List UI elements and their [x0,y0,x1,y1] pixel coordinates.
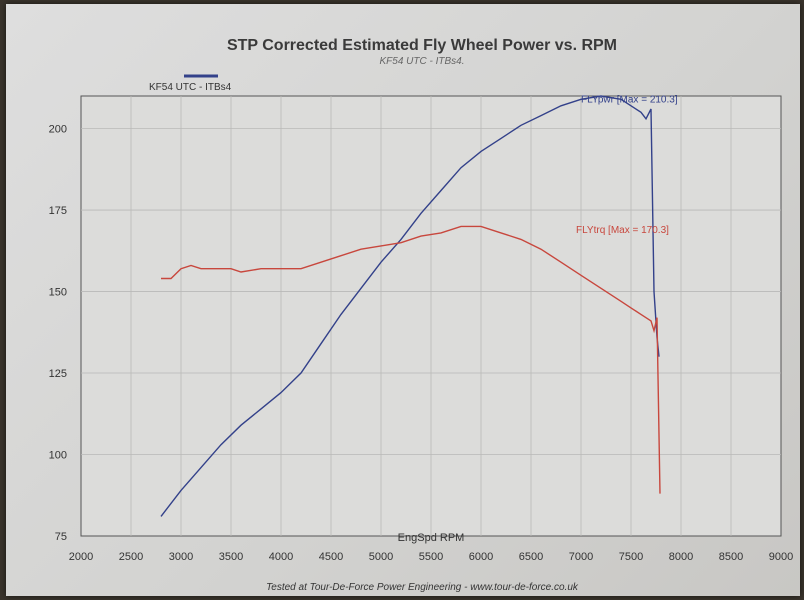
footer-text: Tested at Tour-De-Force Power Engineerin… [266,582,579,593]
chart-title: STP Corrected Estimated Fly Wheel Power … [227,37,617,54]
x-tick-label: 3000 [169,551,193,563]
x-tick-label: 7000 [569,551,593,563]
y-tick-label: 175 [49,205,67,217]
x-tick-label: 2500 [119,551,143,563]
x-tick-label: 4500 [319,551,343,563]
x-tick-label: 8000 [669,551,693,563]
x-tick-label: 7500 [619,551,643,563]
y-tick-label: 125 [49,368,67,380]
annotation-flypwr: FLYpwr [Max = 210.3] [581,95,678,106]
y-tick-label: 200 [49,124,67,136]
y-tick-label: 75 [55,531,67,543]
x-tick-label: 6500 [519,551,543,563]
x-tick-label: 9000 [769,551,793,563]
x-tick-label: 8500 [719,551,743,563]
x-tick-label: 6000 [469,551,493,563]
x-tick-label: 3500 [219,551,243,563]
x-axis-label: EngSpd RPM [398,532,465,544]
x-tick-labels: 2000 2500 3000 3500 4000 4500 5000 5500 6000 6500… [69,551,793,563]
gridlines [81,96,781,536]
y-tick-label: 150 [49,287,67,299]
y-tick-label: 100 [49,450,67,462]
chart-paper: STP Corrected Estimated Fly Wheel Power … [6,4,800,596]
x-tick-label: 5500 [419,551,443,563]
annotations: FLYpwr [Max = 210.3] FLYtrq [Max = 170.3] [576,95,678,236]
chart-subtitle: KF54 UTC - ITBs4. [379,56,464,67]
y-tick-labels: 75 100 125 150 175 200 [49,124,67,543]
legend-label: KF54 UTC - ITBs4 [149,82,232,93]
x-tick-label: 4000 [269,551,293,563]
chart-svg: STP Corrected Estimated Fly Wheel Power … [49,37,794,593]
x-tick-label: 5000 [369,551,393,563]
series-lines [160,95,661,517]
annotation-flytrq: FLYtrq [Max = 170.3] [576,225,669,236]
series-line-flytrq [161,225,661,494]
x-tick-label: 2000 [69,551,93,563]
series-line-flypwr [160,95,660,517]
